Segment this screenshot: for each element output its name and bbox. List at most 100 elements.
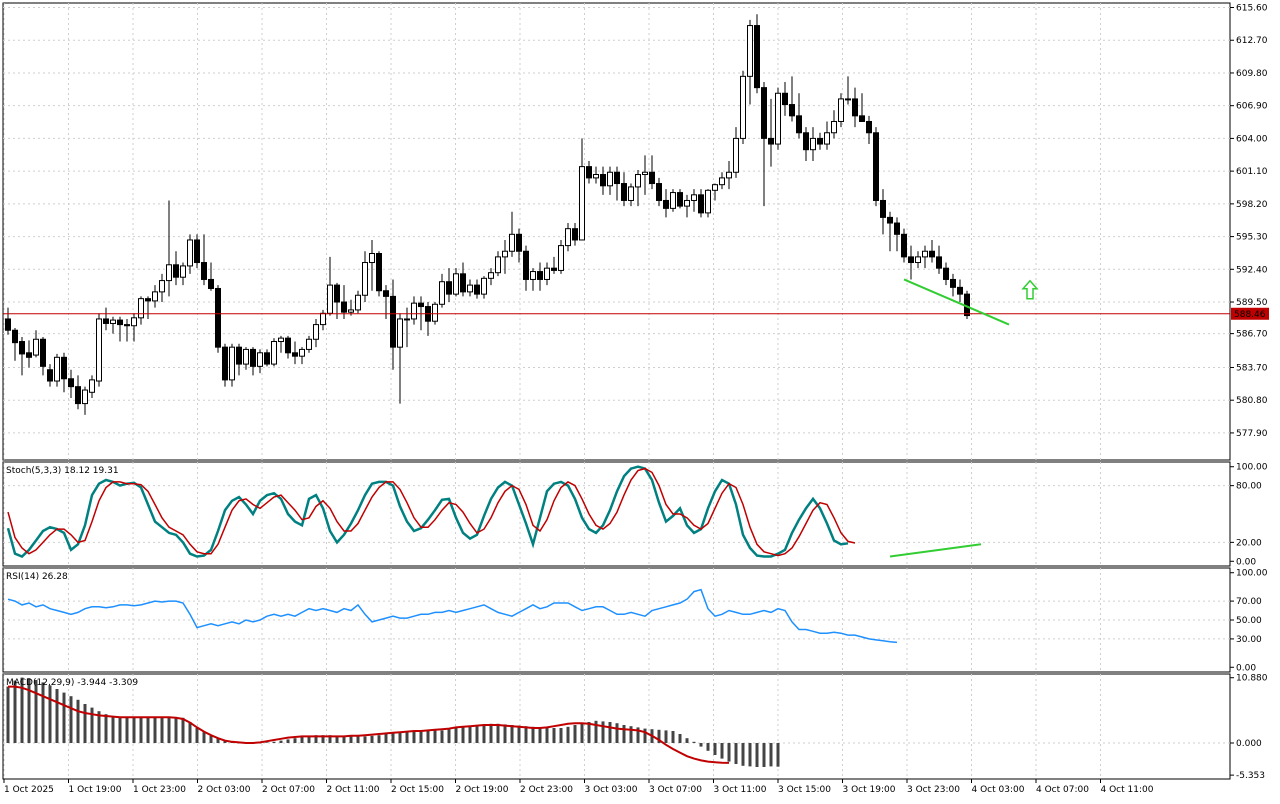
candle-body	[831, 120, 837, 134]
candle-body	[537, 271, 543, 280]
macd-histogram-bar	[419, 731, 423, 743]
y-tick-label: 586.70	[1236, 330, 1268, 340]
candle-body	[642, 171, 648, 176]
macd-histogram-bar	[608, 722, 612, 743]
candle-body	[306, 338, 312, 350]
candle-body	[117, 319, 123, 326]
macd-histogram-bar	[104, 714, 108, 743]
candle-body	[285, 337, 291, 354]
macd-histogram-bar	[405, 732, 409, 743]
macd-histogram-bar	[27, 678, 31, 743]
macd-histogram-bar	[496, 723, 500, 743]
macd-histogram-bar	[636, 727, 640, 743]
macd-histogram-bar	[55, 689, 59, 743]
current-price-tag	[1231, 307, 1269, 320]
macd-histogram-bar	[272, 741, 276, 743]
x-tick-label: 4 Oct 03:00	[972, 785, 1025, 795]
macd-panel-frame	[2, 673, 1231, 780]
candle-body	[348, 309, 354, 313]
stoch-panel-frame	[2, 461, 1231, 567]
candle-body	[299, 348, 305, 357]
macd-histogram-bar	[384, 734, 388, 743]
candle-body	[222, 346, 228, 381]
candle-body	[5, 318, 11, 331]
macd-histogram-bar	[83, 704, 87, 743]
macd-histogram-bar	[447, 729, 451, 743]
macd-histogram-bar	[111, 716, 115, 743]
macd-histogram-bar	[524, 726, 528, 743]
rsi-y-tick-label: 70.00	[1236, 597, 1262, 607]
macd-histogram-bar	[461, 726, 465, 743]
candle-body	[257, 352, 263, 367]
macd-histogram-bar	[629, 726, 633, 743]
candle-body	[453, 273, 459, 295]
candle-body	[40, 338, 46, 367]
candle-body	[278, 337, 284, 343]
x-tick-label: 3 Oct 07:00	[649, 785, 702, 795]
candle-body	[19, 341, 25, 355]
macd-histogram-bar	[440, 730, 444, 743]
rsi-label: RSI(14) 26.28	[6, 572, 68, 582]
candle-body	[33, 338, 39, 356]
candle-body	[852, 98, 858, 117]
candle-body	[663, 199, 669, 209]
x-tick-label: 2 Oct 11:00	[327, 785, 380, 795]
candle-body	[936, 256, 942, 269]
macd-histogram-bar	[671, 731, 675, 743]
candle-body	[397, 318, 403, 348]
macd-histogram-bar	[580, 723, 584, 743]
macd-histogram-bar	[391, 733, 395, 743]
candle-body	[264, 352, 270, 365]
candle-body	[607, 171, 613, 187]
macd-histogram-bar	[202, 732, 206, 743]
macd-histogram-bar	[776, 743, 780, 767]
candle-body	[467, 284, 473, 293]
macd-histogram-bar	[356, 736, 360, 743]
macd-histogram-bar	[769, 743, 773, 767]
macd-histogram-bar	[433, 730, 437, 743]
macd-histogram-bar	[216, 738, 220, 743]
macd-histogram-bar	[335, 735, 339, 743]
macd-histogram-bar	[153, 717, 157, 743]
macd-histogram-bar	[503, 724, 507, 743]
x-tick-label: 2 Oct 03:00	[198, 785, 251, 795]
candle-body	[530, 271, 536, 280]
candle-body	[726, 171, 732, 179]
macd-histogram-bar	[48, 685, 52, 743]
candle-body	[649, 171, 655, 185]
candle-body	[803, 132, 809, 151]
x-tick-label: 2 Oct 19:00	[456, 785, 509, 795]
candle-body	[705, 189, 711, 214]
candle-body	[68, 378, 74, 388]
macd-signal-line	[8, 685, 730, 764]
rsi-panel-frame	[2, 567, 1231, 673]
macd-histogram-bar	[741, 743, 745, 766]
macd-histogram-bar	[125, 717, 129, 743]
macd-histogram-bar	[69, 696, 73, 743]
macd-histogram-bar	[594, 720, 598, 743]
candle-body	[551, 267, 557, 271]
main-panel-frame	[2, 2, 1231, 461]
x-tick-label: 1 Oct 2025	[4, 785, 54, 795]
candle-body	[208, 278, 214, 289]
candle-body	[586, 166, 592, 179]
macd-histogram-bar	[209, 735, 213, 743]
y-tick-label: 609.80	[1236, 69, 1268, 79]
x-tick-label: 1 Oct 19:00	[69, 785, 122, 795]
candle-body	[635, 174, 641, 188]
macd-histogram-bar	[755, 743, 759, 767]
candle-body	[544, 267, 550, 280]
candle-body	[61, 356, 67, 380]
x-tick-label: 3 Oct 03:00	[585, 785, 638, 795]
candle-body	[201, 262, 207, 280]
macd-histogram-bar	[349, 736, 353, 743]
x-tick-label: 1 Oct 23:00	[133, 785, 186, 795]
y-tick-label: 589.50	[1236, 298, 1268, 308]
candle-body	[754, 25, 760, 89]
candle-body	[691, 194, 697, 201]
y-tick-label: 598.20	[1236, 200, 1268, 210]
candle-body	[516, 233, 522, 252]
stoch-y-tick-label: 100.00	[1236, 463, 1268, 473]
candle-body	[656, 183, 662, 201]
macd-histogram-bar	[545, 728, 549, 743]
